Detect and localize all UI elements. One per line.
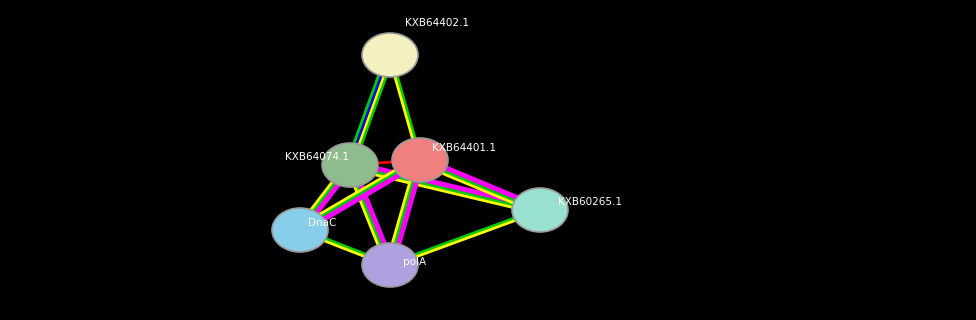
- Ellipse shape: [362, 33, 418, 77]
- Ellipse shape: [392, 138, 448, 182]
- Ellipse shape: [362, 243, 418, 287]
- Text: KXB64402.1: KXB64402.1: [405, 18, 469, 28]
- Text: KXB64074.1: KXB64074.1: [285, 152, 349, 162]
- Text: DnaC: DnaC: [308, 218, 337, 228]
- Text: KXB60265.1: KXB60265.1: [558, 197, 622, 207]
- Ellipse shape: [512, 188, 568, 232]
- Ellipse shape: [272, 208, 328, 252]
- Text: polA: polA: [403, 257, 427, 267]
- Ellipse shape: [322, 143, 378, 187]
- Text: KXB64401.1: KXB64401.1: [432, 143, 496, 153]
